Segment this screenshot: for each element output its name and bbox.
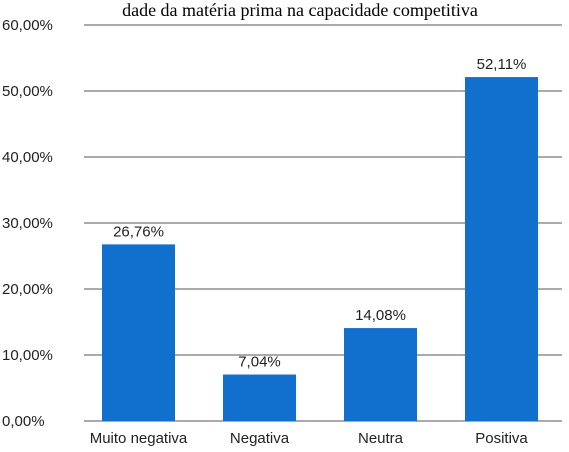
bar <box>102 244 175 421</box>
data-label: 26,76% <box>113 223 164 240</box>
y-tick-label: 40,00% <box>2 149 53 166</box>
bar <box>223 374 296 421</box>
y-tick-label: 0,00% <box>2 413 45 430</box>
bars <box>102 77 538 421</box>
x-axis-labels: Muito negativa Negativa Neutra Positiva <box>90 430 529 447</box>
bar <box>344 328 417 421</box>
x-tick-label: Neutra <box>358 430 404 447</box>
data-label: 14,08% <box>355 307 406 324</box>
y-tick-label: 60,00% <box>2 17 53 34</box>
x-tick-label: Muito negativa <box>90 430 188 447</box>
bar <box>465 77 538 421</box>
data-label: 7,04% <box>238 354 281 371</box>
chart-title: dade da matéria prima na capacidade comp… <box>122 0 478 20</box>
y-tick-label: 50,00% <box>2 83 53 100</box>
y-tick-label: 30,00% <box>2 215 53 232</box>
x-tick-label: Positiva <box>475 430 528 447</box>
data-labels: 26,76% 7,04% 14,08% 52,11% <box>113 56 526 370</box>
y-tick-label: 10,00% <box>2 347 53 364</box>
x-tick-label: Negativa <box>230 430 290 447</box>
data-label: 52,11% <box>477 56 527 73</box>
y-axis-ticks: 0,00% 10,00% 20,00% 30,00% 40,00% 50,00% 60,00… <box>2 17 53 430</box>
y-tick-label: 20,00% <box>2 281 53 298</box>
